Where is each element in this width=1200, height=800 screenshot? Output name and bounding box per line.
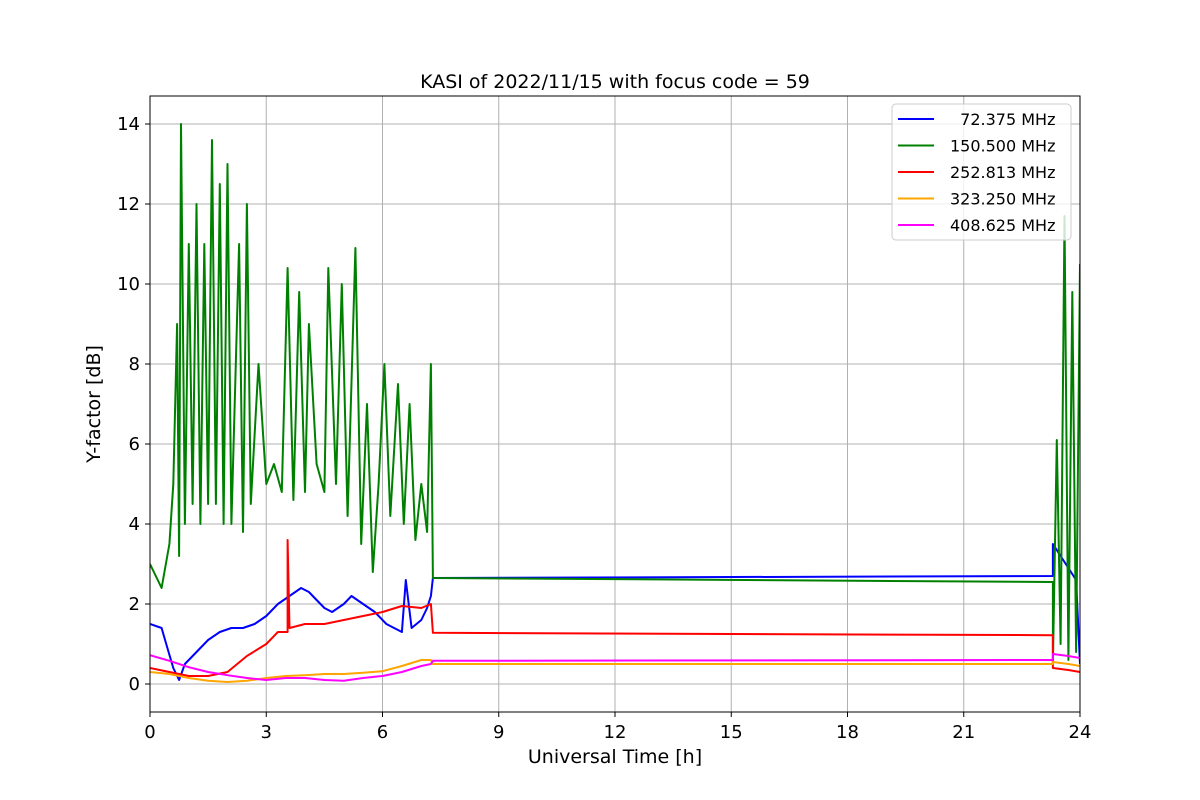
y-tick-label: 12 bbox=[117, 194, 140, 215]
x-tick-label: 15 bbox=[720, 722, 743, 743]
y-tick-label: 4 bbox=[129, 514, 140, 535]
legend-box bbox=[891, 103, 1072, 241]
y-tick-label: 14 bbox=[117, 114, 140, 135]
x-tick-label: 9 bbox=[493, 722, 504, 743]
legend: 72.375 MHz 150.500 MHz 252.813 MHz 323.250 … bbox=[891, 103, 1072, 241]
x-tick-label: 24 bbox=[1069, 722, 1092, 743]
x-axis-ticks: 0 3 6 9 12 15 18 21 24 bbox=[144, 712, 1091, 743]
x-tick-label: 18 bbox=[836, 722, 859, 743]
y-tick-label: 10 bbox=[117, 274, 140, 295]
y-tick-label: 8 bbox=[129, 354, 140, 375]
x-tick-label: 3 bbox=[261, 722, 272, 743]
y-axis-label: Y-factor [dB] bbox=[83, 345, 105, 464]
y-tick-label: 0 bbox=[129, 674, 140, 695]
chart-title: KASI of 2022/11/15 with focus code = 59 bbox=[420, 71, 810, 93]
x-axis-label: Universal Time [h] bbox=[528, 746, 702, 768]
legend-label-2: 150.500 MHz bbox=[950, 137, 1055, 156]
legend-label-5: 408.625 MHz bbox=[950, 216, 1055, 235]
series-line-2 bbox=[150, 123, 1080, 665]
series-line-5 bbox=[150, 653, 1080, 682]
x-tick-label: 0 bbox=[144, 722, 155, 743]
legend-label-3: 252.813 MHz bbox=[950, 163, 1055, 182]
y-tick-label: 6 bbox=[129, 434, 140, 455]
x-tick-label: 6 bbox=[377, 722, 388, 743]
x-tick-label: 21 bbox=[952, 722, 975, 743]
plot-series bbox=[150, 123, 1080, 683]
series-line-3 bbox=[150, 539, 1080, 677]
legend-label-4: 323.250 MHz bbox=[950, 190, 1055, 209]
x-tick-label: 12 bbox=[604, 722, 627, 743]
series-line-4 bbox=[150, 659, 1080, 683]
legend-label-1: 72.375 MHz bbox=[950, 110, 1055, 129]
y-axis-ticks: 0 2 4 6 8 10 12 14 bbox=[117, 114, 150, 695]
y-tick-label: 2 bbox=[129, 594, 140, 615]
series-line-1 bbox=[150, 543, 1080, 681]
